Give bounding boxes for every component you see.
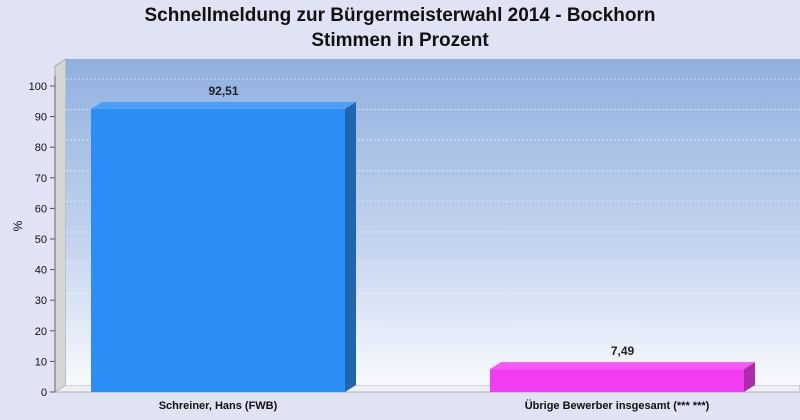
y-tick-label: 90 [35,112,47,124]
y-tick-label: 30 [35,295,47,307]
bar-top [490,362,755,370]
x-axis-labels: Schreiner, Hans (FWB) Übrige Bewerber ins… [159,399,710,412]
y-tick-label: 100 [29,81,47,93]
y-tick-label: 80 [35,142,47,154]
bar-top [91,101,356,109]
y-axis-label: % [11,220,25,231]
y-tick-label: 60 [35,203,47,215]
plot-side-wall [54,58,67,393]
y-tick-label: 70 [35,173,47,185]
y-tick-label: 20 [35,326,47,338]
bar-side [744,362,755,392]
bar [91,108,345,392]
y-tick-label: 40 [35,265,47,277]
y-tick-label: 50 [35,234,47,246]
y-axis: 0 10 20 30 40 50 60 70 80 90 100 [29,75,56,399]
chart-title: Schnellmeldung zur Bürgermeisterwahl 201… [144,5,656,26]
y-tick-label: 0 [41,387,47,399]
data-label: 7,49 [611,344,635,358]
bar-side [345,101,356,392]
chart-subtitle: Stimmen in Prozent [311,30,489,51]
x-tick-label: Übrige Bewerber insgesamt (*** ***) [525,399,710,412]
data-label: 92,51 [208,84,238,98]
bars: 92,51 7,49 [91,84,755,392]
y-tick-label: 10 [35,356,47,368]
x-tick-label: Schreiner, Hans (FWB) [159,400,278,412]
bar [490,369,744,392]
